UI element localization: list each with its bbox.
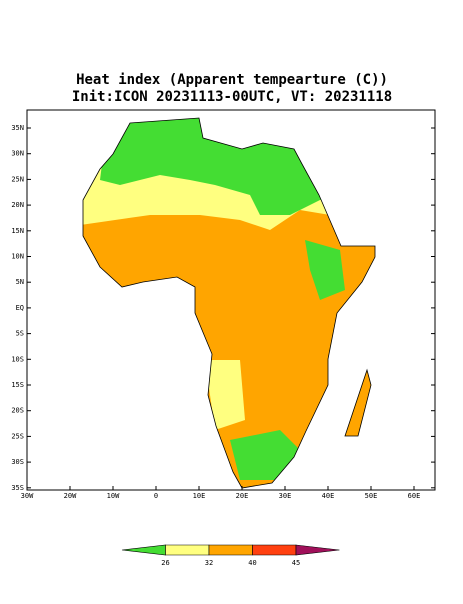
lon-label: 60E [408, 492, 421, 500]
map-frame [26, 109, 436, 491]
lat-label: 20S [11, 407, 24, 415]
lon-label: 10W [107, 492, 120, 500]
lon-label: 40E [322, 492, 335, 500]
lon-label: 30E [279, 492, 292, 500]
lat-label: 10S [11, 355, 24, 363]
lat-label: 35S [11, 484, 24, 492]
subtitle: Init:ICON 20231113-00UTC, VT: 20231118 [72, 89, 392, 105]
lon-label: 20E [236, 492, 249, 500]
coastline [82, 117, 376, 489]
colorbar-label: 40 [248, 559, 256, 567]
lat-label: 5N [16, 278, 24, 286]
lon-label: 50E [365, 492, 378, 500]
lat-label: 15S [11, 381, 24, 389]
lat-label: 30S [11, 458, 24, 466]
lat-label: 5S [16, 330, 24, 338]
lat-label: 10N [11, 253, 24, 261]
colorbar-segment [252, 544, 297, 556]
lat-label: 25N [11, 175, 24, 183]
land-yellow-sw [205, 360, 245, 430]
land-green-east [305, 240, 345, 300]
lat-label: EQ [16, 304, 24, 312]
title: Heat index (Apparent tempearture (C)) [76, 72, 388, 88]
lon-label: 10E [193, 492, 206, 500]
madagascar [344, 368, 372, 437]
colorbar-label: 26 [161, 559, 169, 567]
colorbar: 26 32 40 45 [121, 544, 340, 567]
ticks: 35N 30N 25N 20N 15N 10N 5N EQ 5S 10S 15S 20S 25S 30S 3… [11, 124, 435, 500]
colorbar-segment [208, 544, 253, 556]
lat-label: 20N [11, 201, 24, 209]
lon-label: 0 [154, 492, 158, 500]
colorbar-label: 32 [205, 559, 213, 567]
colorbar-segment [295, 544, 340, 556]
lon-label: 30W [21, 492, 34, 500]
lat-label: 35N [11, 124, 24, 132]
lat-label: 30N [11, 150, 24, 158]
land-green-south [230, 430, 300, 480]
lat-label: 25S [11, 432, 24, 440]
colorbar-label: 45 [292, 559, 300, 567]
colorbar-segment [165, 544, 210, 556]
lat-label: 15N [11, 227, 24, 235]
lon-label: 20W [64, 492, 77, 500]
